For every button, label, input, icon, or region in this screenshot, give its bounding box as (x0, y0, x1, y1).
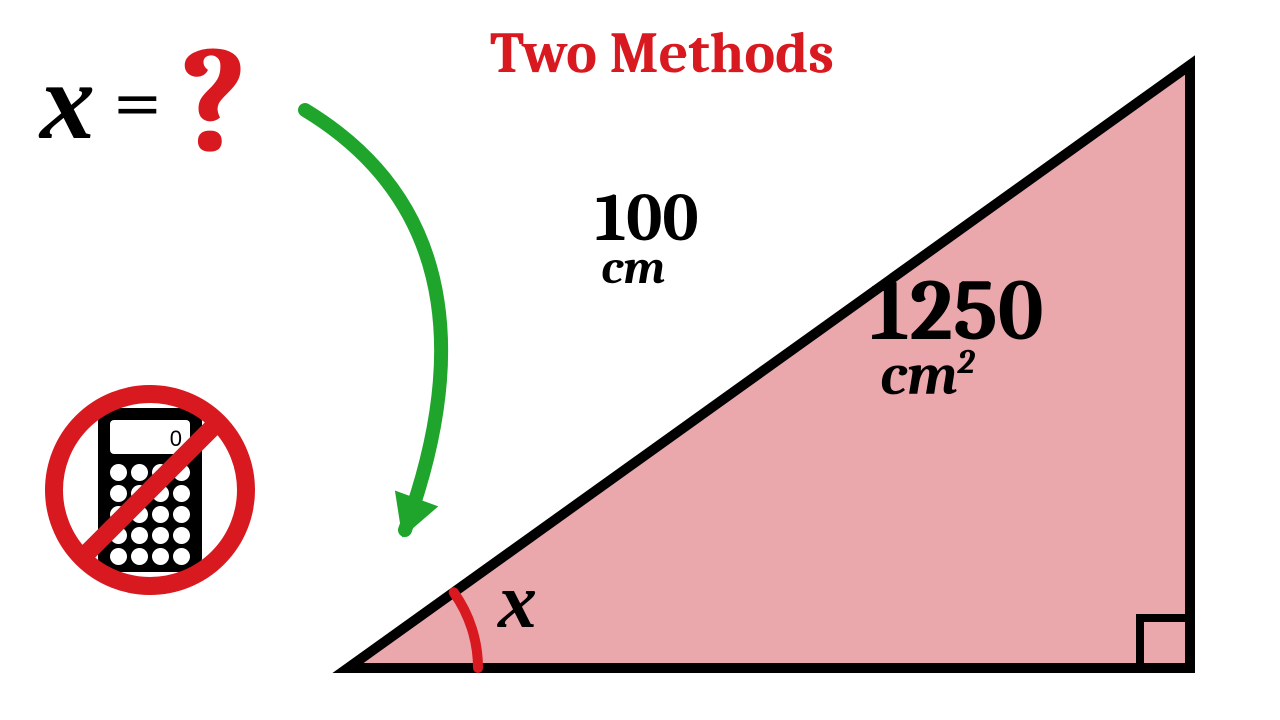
area-unit-sup: 2 (958, 342, 975, 382)
no-calculator-icon: 0 (40, 380, 260, 600)
area-value: 1250 (870, 275, 1044, 348)
right-triangle (348, 65, 1190, 668)
area-unit-base: cm (880, 341, 958, 408)
curved-arrow (305, 110, 441, 530)
area-label: 1250 cm2 (870, 275, 1044, 400)
hypotenuse-label: 100 cm (595, 190, 699, 289)
angle-label: x (498, 556, 537, 646)
diagram-stage (0, 0, 1280, 720)
